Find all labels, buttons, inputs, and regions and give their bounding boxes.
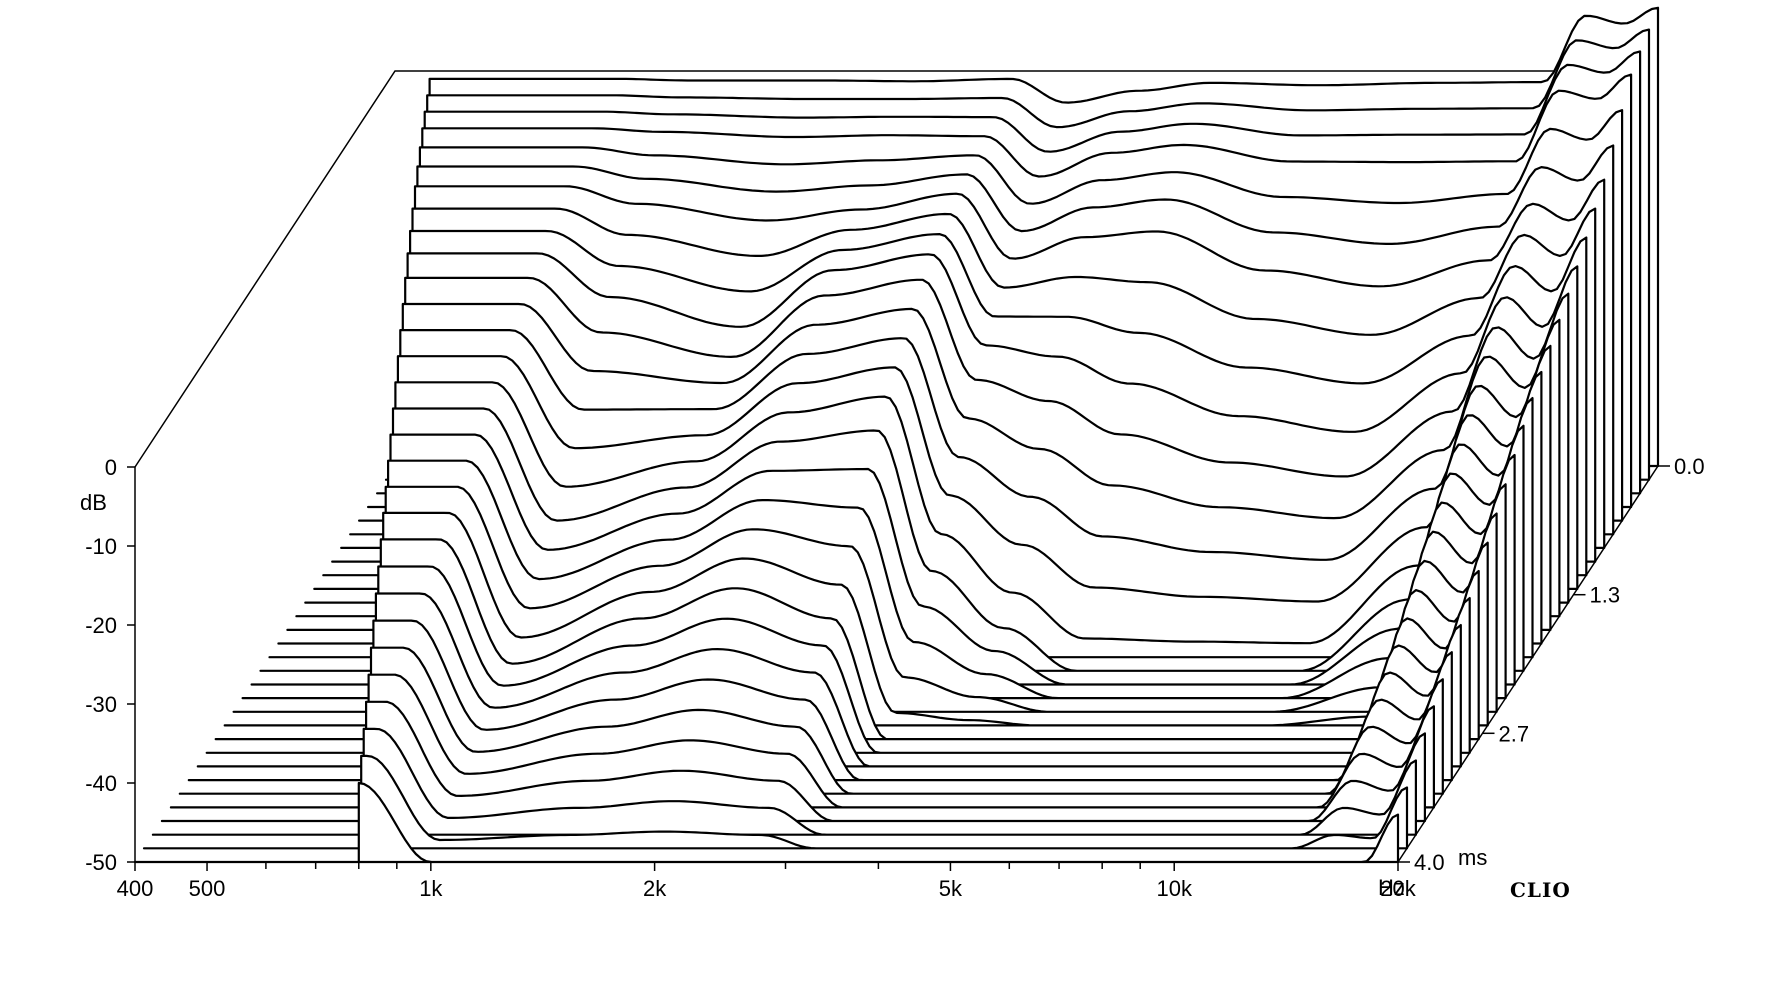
waterfall-slice (151, 727, 1417, 836)
waterfall-slice (169, 673, 1435, 809)
z-tick-label: 0.0 (1674, 454, 1705, 479)
waterfall-slice (178, 646, 1444, 795)
z-axis-unit: ms (1458, 845, 1487, 870)
y-tick-label: -20 (85, 613, 117, 638)
waterfall-slice (160, 700, 1426, 823)
x-axis: 400 500 1k 2k 5k 10k 20k (117, 862, 1417, 901)
waterfall-slice (142, 754, 1409, 850)
z-tick-label: 2.7 (1499, 721, 1530, 746)
x-tick-label: 500 (189, 876, 226, 901)
x-tick-label: 5k (939, 876, 963, 901)
waterfall-slices (133, 6, 1660, 864)
waterfall-slice (187, 619, 1453, 782)
x-axis-unit: Hz (1378, 875, 1405, 900)
x-tick-label: 2k (643, 876, 667, 901)
y-tick-label: -50 (85, 850, 117, 875)
waterfall-slice (196, 592, 1462, 768)
x-tick-label: 20k (1380, 876, 1416, 901)
y-axis-label: dB (80, 490, 107, 515)
x-tick-label: 10k (1156, 876, 1192, 901)
x-tick-label: 1k (419, 876, 443, 901)
clio-brand: CLIO (1510, 878, 1571, 902)
y-axis: 0 -10 -20 -30 -40 -50 (85, 455, 135, 875)
frame-depth-edge (1397, 465, 1659, 863)
y-tick-label: -40 (85, 771, 117, 796)
x-tick-label: 400 (117, 876, 154, 901)
z-axis: 0.0 1.3 2.7 4.0 (1398, 454, 1705, 875)
z-tick-label: 4.0 (1414, 850, 1445, 875)
y-tick-label: -10 (85, 534, 117, 559)
y-tick-label: -30 (85, 692, 117, 717)
y-tick-label: 0 (105, 455, 117, 480)
z-tick-label: 1.3 (1590, 583, 1621, 608)
